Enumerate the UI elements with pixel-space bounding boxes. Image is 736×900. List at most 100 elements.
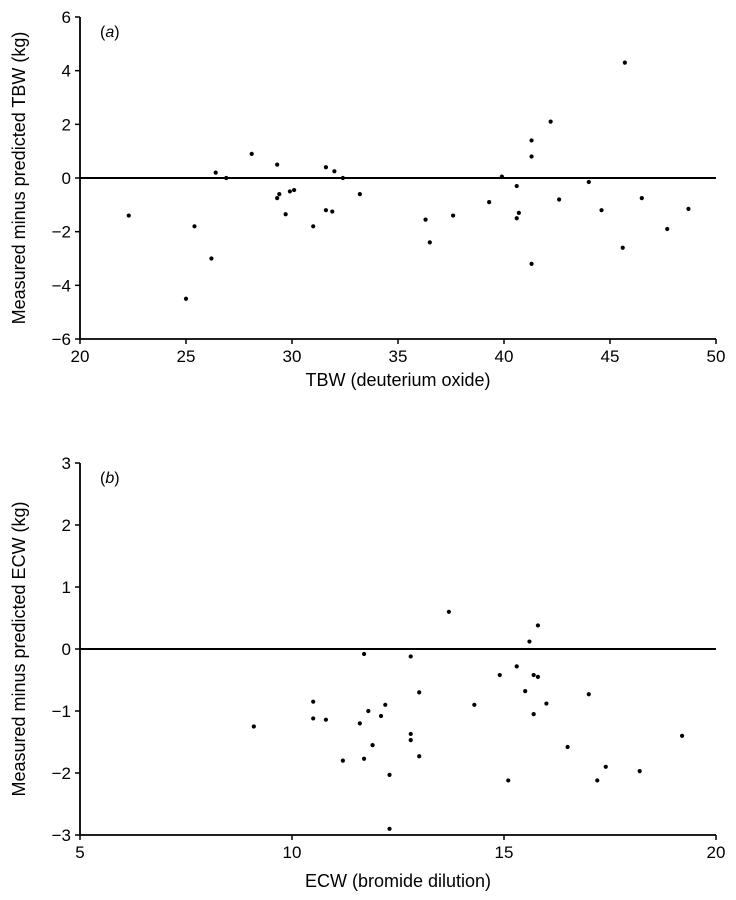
data-point <box>527 639 532 644</box>
data-point <box>311 699 316 704</box>
data-point <box>557 197 562 202</box>
data-point <box>506 778 511 783</box>
data-point <box>249 151 254 156</box>
data-point <box>277 192 282 197</box>
panel-b: −3 −2 −1 0 1 2 3 5 10 15 20 ECW (bromide dilution) M… <box>9 454 725 891</box>
panel-label: (b) <box>100 470 120 487</box>
data-point <box>311 716 316 721</box>
panel-label-open: ( <box>100 24 106 41</box>
panel-label-letter: a <box>105 24 114 41</box>
y-tick-label: 0 <box>62 169 71 188</box>
data-point <box>366 708 371 714</box>
x-tick-label: 15 <box>495 843 514 862</box>
panel-label-open: ( <box>100 470 106 487</box>
data-point <box>595 778 600 783</box>
data-point <box>275 196 280 201</box>
data-point <box>529 261 534 266</box>
x-tick-label: 10 <box>283 843 302 862</box>
data-point <box>283 212 288 217</box>
data-point <box>514 183 519 189</box>
data-point <box>622 60 627 65</box>
x-axis-title: TBW (deuterium oxide) <box>305 370 490 390</box>
x-tick-label: 20 <box>707 843 726 862</box>
x-tick-label: 45 <box>601 347 620 366</box>
data-point <box>323 208 329 213</box>
data-point <box>183 296 189 301</box>
data-point <box>292 187 297 193</box>
data-point <box>423 217 428 222</box>
data-point <box>637 769 642 774</box>
data-point <box>529 138 534 143</box>
y-axis-title: Measured minus predicted TBW (kg) <box>9 32 29 325</box>
data-point <box>535 674 541 680</box>
panel-label-letter: b <box>105 470 114 487</box>
data-point <box>251 724 256 729</box>
x-tick-label: 50 <box>707 347 726 366</box>
y-tick-label: −4 <box>52 276 71 295</box>
data-point <box>686 206 691 211</box>
data-point <box>361 651 367 657</box>
data-point <box>599 208 604 213</box>
y-tick-label: −2 <box>52 223 71 242</box>
data-point <box>323 165 329 170</box>
data-point <box>387 826 392 831</box>
data-point <box>330 209 335 214</box>
data-point <box>548 119 553 124</box>
x-tick-label: 40 <box>495 347 514 366</box>
data-point <box>417 690 422 695</box>
data-point <box>408 654 413 659</box>
data-point <box>531 672 536 678</box>
data-point <box>340 175 345 181</box>
data-point <box>523 689 528 694</box>
y-tick-label: 2 <box>62 516 71 535</box>
data-point <box>209 256 214 261</box>
data-point <box>514 216 519 221</box>
data-point <box>311 224 316 229</box>
panel-a: −6 −4 −2 0 2 4 6 20 25 30 35 40 45 50 TBW (deuterium o… <box>9 8 725 390</box>
data-point <box>370 743 375 748</box>
x-tick-label: 30 <box>283 347 302 366</box>
data-point <box>565 744 570 750</box>
y-tick-label: 6 <box>62 8 71 27</box>
y-tick-label: −1 <box>52 702 71 721</box>
data-point <box>213 170 218 175</box>
data-point <box>679 733 685 738</box>
x-tick-label: 5 <box>75 843 84 862</box>
data-point <box>451 213 456 218</box>
y-tick-label: 4 <box>62 62 71 81</box>
data-point <box>665 226 670 232</box>
data-point <box>639 196 644 201</box>
y-tick-label: 2 <box>62 115 71 134</box>
data-point <box>603 764 608 769</box>
data-point <box>516 210 521 215</box>
data-point <box>535 623 541 628</box>
y-tick-label: 3 <box>62 454 71 473</box>
y-tick-label: 1 <box>62 578 71 597</box>
data-point <box>417 754 422 759</box>
panel-label-close: ) <box>114 24 119 41</box>
data-point <box>586 179 591 185</box>
y-axis-title: Measured minus predicted ECW (kg) <box>9 501 29 796</box>
data-point <box>586 692 591 697</box>
data-point <box>332 169 337 174</box>
x-tick-label: 35 <box>389 347 408 366</box>
data-point <box>472 702 477 707</box>
data-point <box>361 756 367 761</box>
data-point <box>427 240 432 245</box>
data-point <box>224 175 229 181</box>
data-point <box>378 713 384 719</box>
data-point <box>408 731 413 737</box>
data-point <box>487 200 492 205</box>
x-tick-label: 20 <box>71 347 90 366</box>
x-tick-label: 25 <box>177 347 196 366</box>
data-point <box>620 245 625 250</box>
y-tick-label: −6 <box>52 330 71 349</box>
data-point <box>408 738 413 743</box>
y-tick-label: −2 <box>52 764 71 783</box>
x-axis-title: ECW (bromide dilution) <box>305 871 491 891</box>
data-point <box>514 664 519 669</box>
data-point <box>529 154 534 159</box>
data-point <box>531 712 536 717</box>
data-point <box>544 701 549 706</box>
